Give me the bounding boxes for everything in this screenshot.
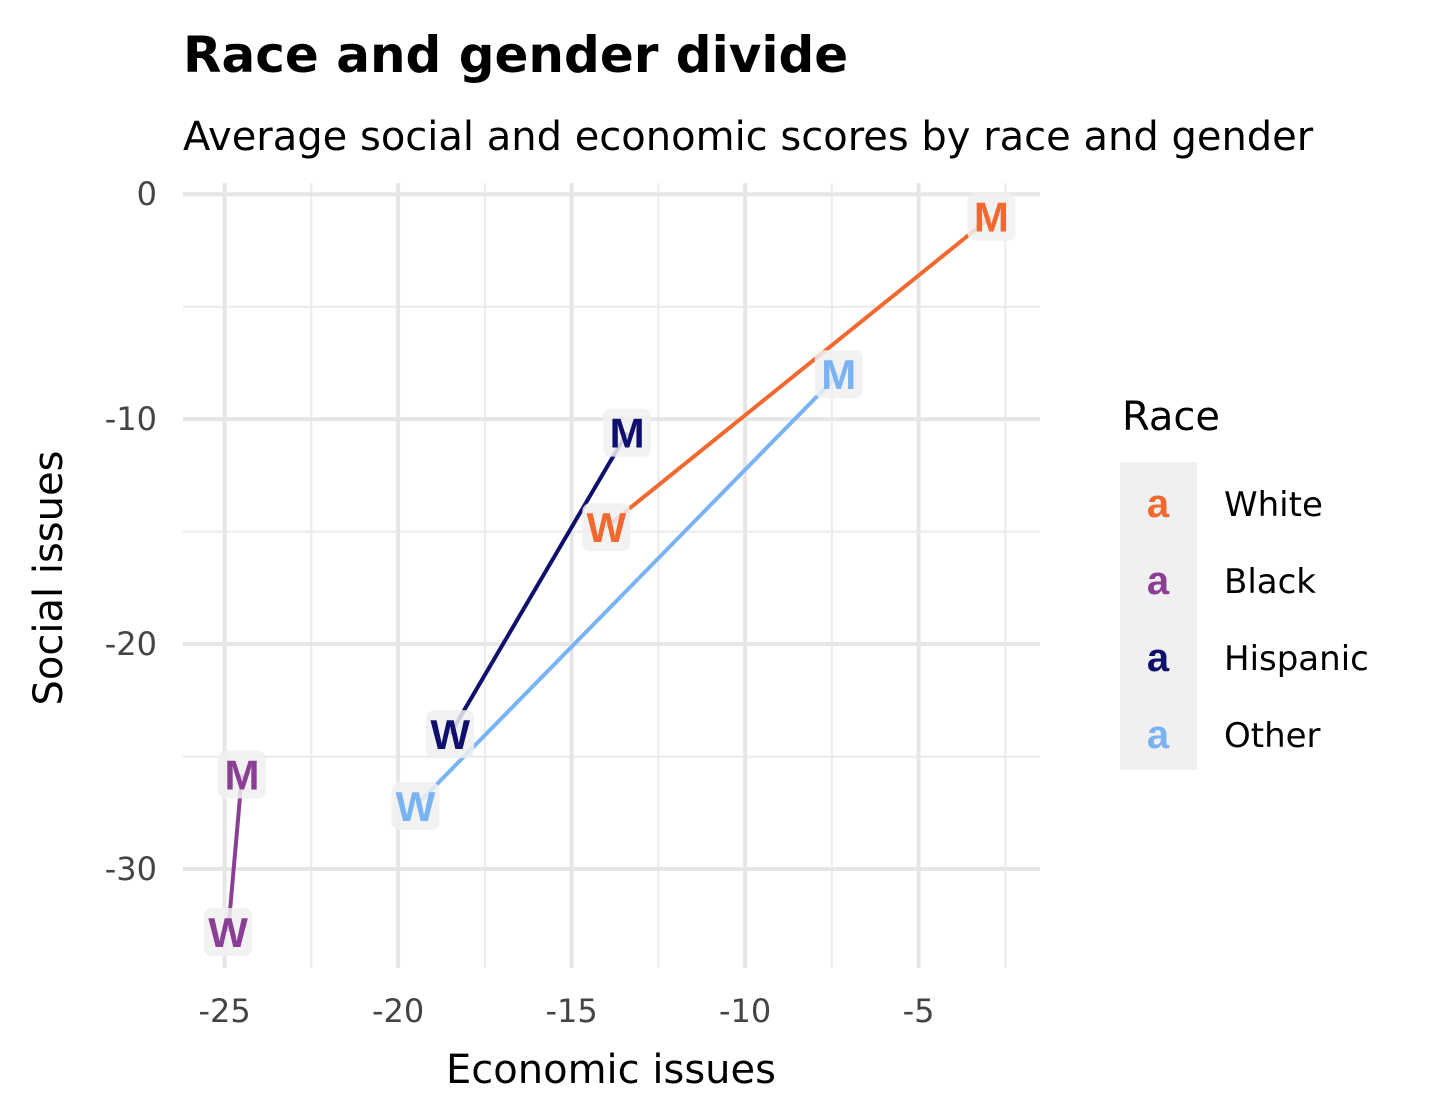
point-label-hispanic-men: M <box>610 410 645 457</box>
chart-subtitle: Average social and economic scores by ra… <box>183 114 1314 160</box>
x-axis-title: Economic issues <box>446 1047 776 1093</box>
legend-key-background <box>1120 462 1197 770</box>
x-axis-ticks: -25 -20 -15 -10 -5 <box>199 992 935 1030</box>
line-black <box>226 774 244 933</box>
legend-label-hispanic: Hispanic <box>1224 639 1369 679</box>
y-tick-label: 0 <box>137 175 157 213</box>
series-lines <box>226 215 993 933</box>
label-box-other-women <box>391 782 440 831</box>
x-tick-label: -10 <box>719 992 771 1030</box>
point-label-white-women: W <box>586 504 626 551</box>
legend-key-hispanic: a <box>1147 636 1170 680</box>
x-tick-label: -5 <box>903 992 935 1030</box>
label-box-white-women <box>582 503 631 552</box>
legend-label-black: Black <box>1224 562 1316 602</box>
label-box-white-men <box>967 192 1016 241</box>
label-box-hispanic-men <box>603 408 652 457</box>
label-box-black-men <box>217 750 266 799</box>
line-hispanic <box>448 431 629 736</box>
y-axis-title: Social issues <box>26 451 72 706</box>
label-box-other-men <box>814 350 863 399</box>
line-other <box>414 372 841 808</box>
label-box-hispanic-women <box>426 710 475 759</box>
legend-key-other: a <box>1147 713 1170 757</box>
grid-minor <box>183 183 1040 968</box>
legend: Race a White a Black a Hispanic a Other <box>1120 394 1369 770</box>
x-tick-label: -25 <box>199 992 251 1030</box>
point-label-black-women: W <box>208 909 248 956</box>
point-label-other-women: W <box>396 783 436 830</box>
y-tick-label: -20 <box>105 625 157 663</box>
point-label-hispanic-women: W <box>430 711 470 758</box>
legend-key-white: a <box>1147 482 1170 526</box>
label-box-black-women <box>204 908 253 957</box>
legend-key-black: a <box>1147 559 1170 603</box>
y-tick-label: -10 <box>105 400 157 438</box>
legend-label-other: Other <box>1224 716 1321 756</box>
chart-title: Race and gender divide <box>183 26 848 84</box>
legend-title: Race <box>1122 394 1220 440</box>
legend-label-white: White <box>1224 485 1323 525</box>
y-axis-ticks: 0 -10 -20 -30 <box>105 175 157 888</box>
x-tick-label: -15 <box>545 992 597 1030</box>
y-tick-label: -30 <box>105 850 157 888</box>
point-label-black-men: M <box>224 752 259 799</box>
point-label-white-men: M <box>974 194 1009 241</box>
point-label-other-men: M <box>821 351 856 398</box>
grid-major <box>183 183 1040 968</box>
x-tick-label: -20 <box>372 992 424 1030</box>
line-white <box>605 215 993 529</box>
